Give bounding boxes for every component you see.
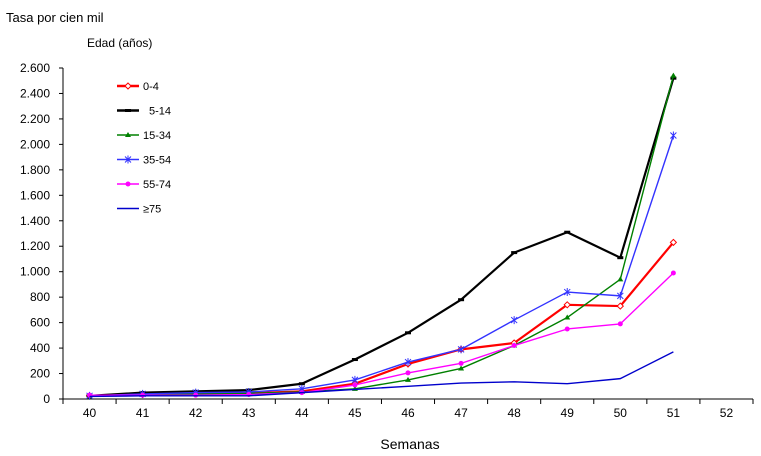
- data-point: [458, 365, 465, 371]
- series-5-14: [86, 76, 677, 398]
- data-point: [670, 72, 677, 78]
- x-tick-label: 51: [667, 406, 681, 420]
- legend-marker: [124, 155, 132, 164]
- x-tick-label: 46: [401, 406, 415, 420]
- series-≥75: [89, 351, 674, 398]
- legend-item: 35-54: [117, 155, 171, 167]
- series-layer: [85, 72, 678, 400]
- x-tick-label: 42: [189, 406, 203, 420]
- legend-label: 55-74: [143, 179, 171, 191]
- legend-title: Edad (años): [87, 36, 152, 50]
- data-point: [404, 358, 412, 367]
- legend-label: 5-14: [149, 106, 171, 118]
- x-tick-label: 48: [507, 406, 521, 420]
- y-tick-label: 0: [43, 392, 50, 406]
- data-point: [564, 314, 571, 320]
- x-tick-label: 47: [454, 406, 468, 420]
- data-point: [670, 131, 677, 140]
- y-tick-label: 2.000: [20, 137, 50, 151]
- x-tick-label: 52: [720, 406, 734, 420]
- x-axis-title: Semanas: [380, 436, 439, 452]
- y-tick-label: 1.800: [20, 163, 50, 177]
- data-point: [670, 270, 676, 276]
- series-0-4: [85, 238, 678, 400]
- data-point: [352, 382, 358, 388]
- data-point: [511, 343, 517, 349]
- axes: 0 200 400 600 800 1.000 1.200 1.400 1.600 1.800 2.…: [20, 61, 754, 420]
- y-tick-label: 800: [30, 290, 50, 304]
- y-tick-label: 1.200: [20, 239, 50, 253]
- y-tick-label: 2.400: [20, 86, 50, 100]
- legend-label: 15-34: [143, 130, 171, 142]
- x-tick-label: 45: [348, 406, 362, 420]
- series-line: [89, 241, 675, 397]
- data-point: [669, 238, 678, 247]
- legend-marker: [124, 82, 132, 90]
- series-15-34: [86, 72, 677, 399]
- series-line: [89, 351, 674, 398]
- legend: 0-4 5-14 15-34 35-54 55-74 ≥75: [117, 81, 171, 216]
- legend-label: 0-4: [143, 81, 159, 93]
- y-tick-label: 200: [30, 367, 50, 381]
- data-point: [405, 376, 411, 382]
- data-point: [564, 326, 570, 332]
- data-point: [617, 276, 624, 282]
- y-tick-label: 2.200: [20, 112, 50, 126]
- legend-item: 15-34: [117, 130, 171, 142]
- series-line: [89, 272, 674, 396]
- legend-item: ≥75: [117, 204, 161, 216]
- data-point: [616, 302, 625, 310]
- x-tick-label: 41: [136, 406, 150, 420]
- x-tick-label: 44: [295, 406, 309, 420]
- y-tick-label: 1.600: [20, 188, 50, 202]
- y-tick-label: 600: [30, 316, 50, 330]
- data-point: [458, 360, 464, 366]
- y-axis-title: Tasa por cien mil: [6, 10, 104, 25]
- legend-marker: [125, 181, 131, 187]
- data-point: [405, 370, 411, 376]
- legend-item: 0-4: [117, 81, 159, 93]
- series-35-54: [86, 131, 677, 400]
- data-point: [617, 321, 623, 327]
- legend-label: ≥75: [143, 204, 161, 216]
- x-tick-label: 50: [614, 406, 628, 420]
- data-point: [563, 301, 571, 309]
- x-tick-label: 40: [83, 406, 97, 420]
- legend-item: 55-74: [117, 179, 171, 191]
- y-tick-label: 400: [30, 341, 50, 355]
- series-line: [89, 75, 675, 398]
- x-tick-label: 49: [561, 406, 575, 420]
- data-point: [510, 316, 518, 325]
- series-line: [89, 77, 675, 397]
- data-point: [457, 345, 465, 354]
- y-tick-label: 2.600: [20, 61, 50, 75]
- legend-marker: [125, 132, 131, 137]
- legend-label: 35-54: [143, 155, 171, 167]
- x-tick-label: 43: [242, 406, 256, 420]
- series-line: [89, 135, 675, 397]
- data-point: [563, 288, 571, 297]
- y-tick-label: 1.000: [20, 265, 50, 279]
- legend-item: 5-14: [117, 106, 171, 118]
- y-tick-label: 1.400: [20, 214, 50, 228]
- series-55-74: [87, 270, 676, 398]
- data-point: [616, 291, 624, 300]
